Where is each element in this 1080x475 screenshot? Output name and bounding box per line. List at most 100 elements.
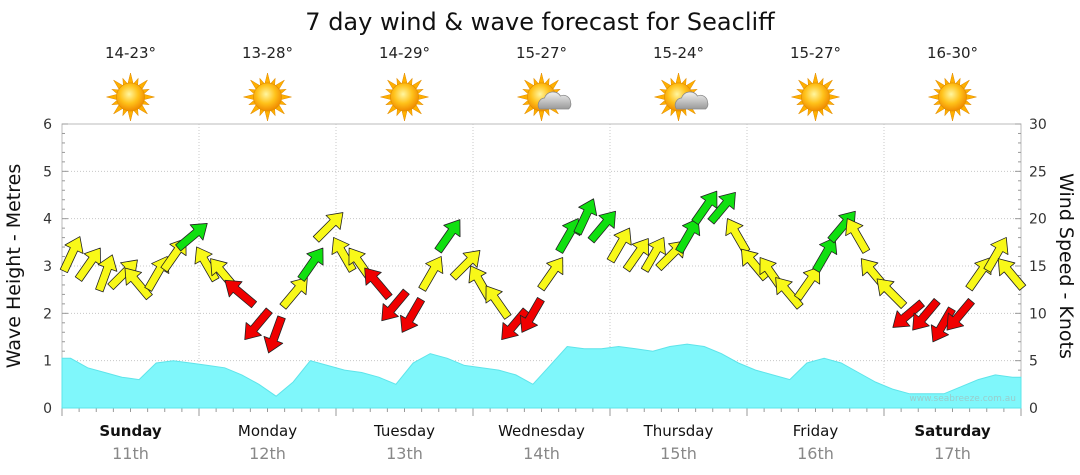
day-name: Thursday: [643, 422, 714, 440]
partly-cloudy-icon: [517, 72, 572, 122]
sun-disc: [938, 82, 967, 112]
day-temperature: 15-24°: [653, 44, 704, 62]
plot-area: [59, 123, 1027, 416]
wind-arrow: [775, 277, 804, 310]
wind-arrow: [965, 257, 992, 292]
y-tick-left: 2: [43, 306, 52, 322]
wind-arrow-shape: [587, 210, 616, 244]
wind-arrow-shape: [876, 278, 908, 309]
wind-arrow: [449, 250, 481, 281]
credit-text: www.seabreeze.com.au: [909, 394, 1016, 404]
sun-ray: [675, 72, 682, 84]
wind-arrow: [418, 256, 444, 292]
sun-ray: [418, 94, 429, 100]
sun-ray: [675, 110, 682, 122]
sun-ray: [949, 72, 956, 84]
day-name: Wednesday: [498, 422, 585, 440]
wind-arrow: [573, 198, 598, 236]
wind-arrows: [59, 190, 1027, 354]
sun-ray: [538, 110, 545, 122]
wind-arrow: [485, 285, 512, 320]
wind-arrow: [587, 210, 616, 244]
y-axis-right: 0 5 10 15 20 25 30: [1029, 117, 1047, 417]
wind-arrow-shape: [279, 277, 308, 310]
wind-arrow: [175, 223, 208, 252]
y-tick-left: 4: [43, 212, 52, 228]
wind-arrow-shape: [95, 254, 118, 293]
y-tick-right: 0: [1029, 401, 1038, 417]
sun-ray: [928, 94, 939, 100]
wind-arrow: [997, 258, 1027, 291]
wind-arrow-shape: [224, 279, 258, 309]
sun-ray: [517, 94, 528, 100]
wind-arrow-shape: [124, 267, 153, 301]
day-date: 16th: [797, 444, 834, 463]
wind-arrow: [555, 218, 581, 254]
wind-arrow-shape: [59, 236, 84, 274]
wind-arrow: [845, 218, 871, 254]
wind-arrow-shape: [775, 277, 804, 310]
y-tick-right: 20: [1029, 212, 1047, 228]
wind-arrow: [707, 191, 736, 225]
wind-arrow-shape: [845, 218, 871, 254]
wind-arrow-shape: [244, 307, 273, 341]
day-name: Sunday: [99, 422, 162, 440]
sun-icon: [243, 72, 292, 122]
wind-arrow-shape: [794, 266, 821, 301]
sun-disc: [116, 82, 145, 112]
wind-arrow-shape: [418, 256, 444, 292]
x-axis-days: Sunday 11th Monday 12th Tuesday 13th Wednesday…: [99, 422, 991, 463]
wind-arrow: [812, 237, 838, 273]
wind-arrow-shape: [501, 307, 530, 341]
sun-icon: [380, 72, 429, 122]
y-tick-right: 5: [1029, 354, 1038, 370]
y-tick-right: 15: [1029, 259, 1047, 275]
sun-ray: [654, 94, 665, 100]
wind-arrow: [400, 297, 425, 333]
y-axis-right-label: Wind Speed - Knots: [1055, 173, 1077, 359]
wind-arrow-shape: [606, 227, 632, 264]
sun-ray: [812, 110, 819, 122]
wind-arrow: [983, 237, 1009, 273]
wind-arrow: [381, 288, 410, 322]
sun-ray: [144, 94, 155, 100]
day-name: Monday: [238, 422, 297, 440]
day-date: 13th: [386, 444, 423, 463]
sun-ray: [829, 94, 840, 100]
wind-arrow-shape: [622, 238, 649, 273]
wind-arrow: [640, 237, 666, 273]
sun-ray: [538, 72, 545, 84]
sun-ray: [264, 72, 271, 84]
sun-ray: [243, 94, 254, 100]
cloud-shape: [674, 91, 709, 110]
wind-arrow-shape: [364, 267, 393, 301]
wind-arrow: [279, 277, 308, 310]
sun-icon: [928, 72, 977, 122]
wind-arrow: [912, 298, 941, 331]
wind-arrow: [946, 298, 975, 331]
wind-arrow: [794, 266, 821, 301]
sun-ray: [949, 110, 956, 122]
wind-arrow-shape: [263, 315, 286, 354]
wind-arrow: [519, 297, 545, 333]
y-tick-left: 1: [43, 354, 52, 370]
day-date: 14th: [523, 444, 560, 463]
sun-ray: [791, 94, 802, 100]
day-temperature: 16-30°: [927, 44, 978, 62]
sun-ray: [127, 72, 134, 84]
weather-icon-row: [106, 72, 977, 122]
y-tick-left: 0: [43, 401, 52, 417]
wind-arrow-shape: [555, 218, 581, 254]
temperature-row: 14-23° 13-28° 14-29° 15-27° 15-24° 15-27° 16-3…: [105, 44, 978, 62]
day-name: Saturday: [914, 422, 991, 440]
sun-ray: [966, 94, 977, 100]
partly-cloudy-icon: [654, 72, 709, 122]
wind-arrow-shape: [892, 299, 925, 328]
sun-ray: [106, 94, 117, 100]
wind-arrow-shape: [312, 212, 344, 243]
cloud-shape: [537, 91, 572, 110]
wind-arrow: [675, 218, 701, 254]
sun-ray: [264, 110, 271, 122]
y-tick-left: 5: [43, 164, 52, 180]
